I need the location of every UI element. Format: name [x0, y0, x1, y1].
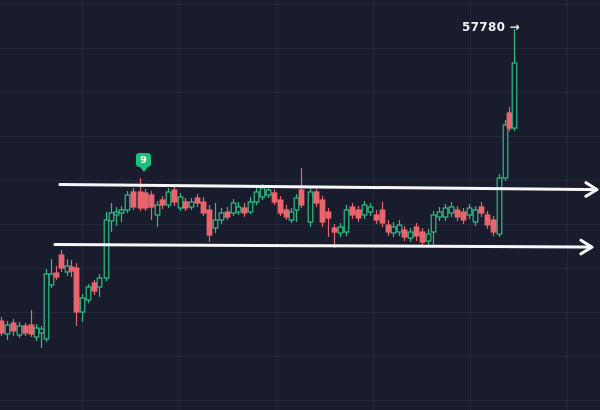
candle-up — [496, 174, 503, 237]
candle-up — [343, 205, 350, 236]
candle-up — [235, 202, 242, 215]
candle-down — [148, 191, 155, 220]
candle-up — [337, 223, 344, 237]
candle-down — [413, 223, 420, 241]
candle-up — [48, 259, 55, 288]
candle-down — [73, 263, 80, 326]
candle-up — [33, 324, 40, 341]
candle-up — [188, 198, 195, 210]
candle-up — [430, 211, 437, 245]
candle-down — [224, 207, 231, 220]
candle-up — [4, 321, 11, 340]
candle-down — [91, 280, 98, 295]
indicator-badge[interactable]: 9 — [136, 153, 151, 167]
price-label: 57780 → — [462, 20, 521, 34]
candle-down — [22, 323, 29, 336]
candle-down — [28, 310, 35, 337]
candle-up — [425, 229, 432, 245]
candle-down — [379, 202, 386, 227]
candle-up — [118, 206, 125, 222]
candle-down — [53, 266, 60, 280]
candle-down — [137, 178, 144, 211]
candle-up — [253, 188, 260, 205]
candle-up — [396, 220, 403, 236]
candle-up — [124, 191, 131, 213]
candle-up — [154, 201, 161, 227]
channel-trendlines[interactable] — [53, 181, 599, 256]
candle-down — [182, 198, 189, 211]
candle-down — [490, 216, 497, 236]
candle-up — [390, 222, 397, 237]
candle-up — [466, 204, 473, 219]
candle-up — [511, 29, 518, 131]
candle-up — [38, 326, 45, 348]
candle-down — [401, 226, 408, 241]
candle-down — [419, 228, 426, 246]
candle-up — [218, 208, 225, 224]
candle-up — [43, 269, 50, 342]
candle-up — [113, 207, 120, 226]
candle-up — [16, 322, 23, 338]
candle-down — [241, 203, 248, 217]
candle-down — [283, 205, 290, 220]
candle-up — [108, 203, 115, 232]
candle-up — [96, 274, 103, 297]
candle-up — [472, 206, 479, 226]
candle-up — [177, 193, 184, 211]
candle-up — [293, 194, 300, 222]
candle-down — [171, 186, 178, 206]
candle-down — [355, 206, 362, 222]
candle-down — [194, 194, 201, 207]
candle-down — [454, 206, 461, 221]
candle-up — [212, 203, 219, 233]
candle-down — [325, 208, 332, 237]
candle-down — [373, 210, 380, 224]
candle-down — [206, 205, 213, 242]
candle-up — [448, 202, 455, 217]
candle-down — [159, 196, 166, 209]
candle-up — [265, 186, 272, 198]
candle-down — [277, 196, 284, 216]
candle-up — [367, 203, 374, 216]
candle-down — [506, 107, 513, 131]
candle-down — [130, 188, 137, 210]
candle-down — [478, 202, 485, 217]
candle-down — [385, 220, 392, 236]
candle-down — [142, 189, 149, 211]
candle-up — [79, 294, 86, 322]
candle-down — [484, 211, 491, 229]
candle-up — [103, 212, 110, 281]
candle-down — [319, 196, 326, 227]
candle-down — [349, 203, 356, 219]
upper-channel-line[interactable] — [58, 181, 599, 198]
candle-up — [307, 188, 314, 227]
candlestick-series — [0, 29, 518, 348]
candle-down — [68, 260, 75, 277]
candle-up — [442, 204, 449, 221]
candle-up — [502, 120, 509, 181]
candle-up — [436, 207, 443, 221]
candle-up — [288, 208, 295, 223]
candle-up — [85, 284, 92, 303]
candle-down — [10, 319, 17, 336]
lower-channel-line[interactable] — [53, 238, 594, 256]
candle-up — [247, 197, 254, 214]
candle-down — [460, 208, 467, 224]
candle-up — [407, 228, 414, 242]
candle-up — [230, 199, 237, 216]
candle-up — [165, 188, 172, 208]
candle-down — [313, 189, 320, 207]
candle-down — [58, 250, 65, 272]
candle-down — [271, 189, 278, 205]
candle-down — [200, 197, 207, 216]
candle-up — [361, 201, 368, 219]
candle-down — [0, 317, 5, 336]
candle-down — [331, 224, 338, 248]
